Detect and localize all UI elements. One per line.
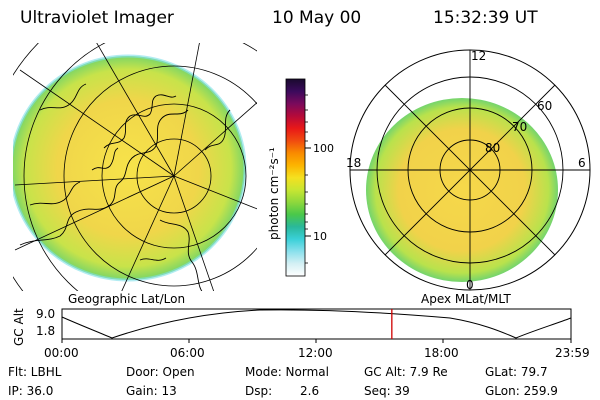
coastlines <box>19 83 231 291</box>
mlt-label-12: 12 <box>471 49 486 63</box>
geographic-caption: Geographic Lat/Lon <box>68 292 185 306</box>
apex-caption: Apex MLat/MLT <box>421 292 511 306</box>
status-filter: Flt: LBHL <box>8 365 62 379</box>
altitude-axis-label: GC Alt <box>12 308 26 346</box>
colorbar-unit-label: photon cm⁻²s⁻¹ <box>267 147 281 240</box>
mlat-label-70: 70 <box>512 120 527 134</box>
altitude-xtick-2359: 23:59 <box>555 346 590 360</box>
mlt-label-18: 18 <box>346 156 361 170</box>
colorbar-strip <box>285 78 306 277</box>
altitude-ytick-1-8: 1.8 <box>36 324 55 338</box>
altitude-plot-frame <box>61 308 572 340</box>
lon-grid <box>14 43 257 291</box>
status-gc-alt: GC Alt: 7.9 Re <box>364 365 448 379</box>
lat-grid <box>13 43 257 291</box>
status-glat: GLat: 79.7 <box>485 365 548 379</box>
mlt-label-0: 0 <box>466 278 474 292</box>
altitude-x-ticks <box>61 339 572 343</box>
altitude-xtick-0600: 06:00 <box>170 346 205 360</box>
mlt-label-6: 6 <box>578 156 586 170</box>
status-dsp-label: Dsp: <box>245 384 273 398</box>
instrument-title: Ultraviolet Imager <box>20 8 174 28</box>
colorbar-label-10: 10 <box>313 230 327 243</box>
altitude-plot: 9.0 1.8 GC Alt 00:00 06:00 12:00 18:00 2… <box>12 307 590 360</box>
altitude-curve <box>61 309 572 339</box>
date-label: 10 May 00 <box>272 8 362 28</box>
altitude-xtick-0000: 00:00 <box>44 346 79 360</box>
colorbar-minor-ticks <box>305 94 308 264</box>
mlt-spokes <box>350 50 590 290</box>
status-mode: Mode: Normal <box>245 365 329 379</box>
status-door: Door: Open <box>126 365 195 379</box>
time-label: 15:32:39 UT <box>433 8 538 28</box>
colorbar: 100 10 photon cm⁻²s⁻¹ <box>267 78 334 277</box>
altitude-xtick-1800: 18:00 <box>424 346 459 360</box>
auroral-oval-mag <box>366 98 558 282</box>
altitude-ytick-9: 9.0 <box>36 307 55 321</box>
altitude-xtick-1200: 12:00 <box>298 346 333 360</box>
status-gain: Gain: 13 <box>126 384 177 398</box>
apex-polar-plot: 12 18 6 0 60 70 80 <box>346 49 591 292</box>
status-glon: GLon: 259.9 <box>485 384 558 398</box>
status-ip: IP: 36.0 <box>8 384 54 398</box>
status-dsp-value: 2.6 <box>300 384 320 398</box>
status-seq: Seq: 39 <box>364 384 410 398</box>
colorbar-label-100: 100 <box>313 142 334 155</box>
mlat-label-60: 60 <box>537 99 552 113</box>
geographic-map <box>13 43 257 291</box>
mlat-label-80: 80 <box>485 141 500 155</box>
